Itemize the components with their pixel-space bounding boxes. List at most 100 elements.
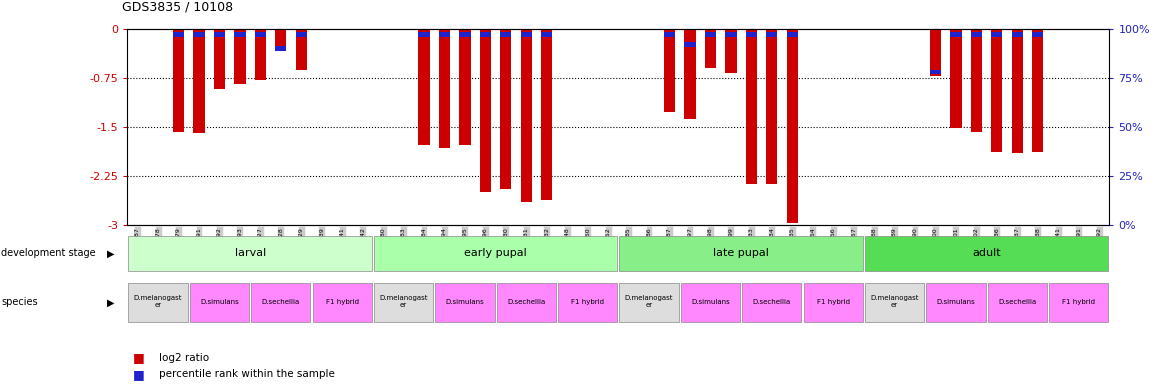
Bar	[991, 29, 1003, 152]
Bar	[439, 32, 450, 37]
Text: D.sechellia: D.sechellia	[507, 298, 545, 305]
Bar	[173, 29, 184, 132]
Bar	[129, 236, 372, 271]
Bar	[214, 32, 225, 37]
Bar	[255, 29, 266, 80]
Bar	[129, 283, 188, 322]
Text: D.melanogast
er: D.melanogast er	[871, 295, 918, 308]
Bar	[251, 283, 310, 322]
Text: D.melanogast
er: D.melanogast er	[380, 295, 427, 308]
Bar	[255, 32, 266, 37]
Bar	[460, 29, 470, 145]
Bar	[865, 283, 924, 322]
Text: larval: larval	[235, 248, 265, 258]
Bar	[951, 32, 961, 37]
Text: development stage: development stage	[1, 248, 96, 258]
Bar	[725, 29, 736, 73]
Text: percentile rank within the sample: percentile rank within the sample	[159, 369, 335, 379]
Text: log2 ratio: log2 ratio	[159, 353, 208, 363]
Bar	[479, 29, 491, 192]
Bar	[767, 32, 777, 37]
Bar	[804, 283, 863, 322]
Bar	[418, 32, 430, 37]
Bar	[521, 32, 532, 37]
Bar	[374, 283, 433, 322]
Text: D.sechellia: D.sechellia	[753, 298, 791, 305]
Bar	[991, 32, 1003, 37]
Bar	[865, 236, 1108, 271]
Text: ■: ■	[133, 368, 145, 381]
Bar	[173, 32, 184, 37]
Bar	[479, 32, 491, 37]
Bar	[786, 32, 798, 37]
Bar	[926, 283, 985, 322]
Bar	[742, 283, 801, 322]
Bar	[664, 29, 675, 113]
Bar	[276, 46, 286, 51]
Text: D.melanogast
er: D.melanogast er	[134, 295, 182, 308]
Bar	[435, 283, 494, 322]
Bar	[930, 70, 941, 74]
Bar	[500, 29, 512, 189]
Bar	[746, 29, 757, 184]
Text: D.simulans: D.simulans	[446, 298, 484, 305]
Bar	[234, 29, 245, 84]
Bar	[930, 29, 941, 76]
Bar	[1032, 32, 1043, 37]
Text: ■: ■	[133, 351, 145, 364]
Bar	[418, 29, 430, 145]
Bar	[970, 32, 982, 37]
Text: ▶: ▶	[107, 248, 113, 258]
Bar	[521, 29, 532, 202]
Bar	[460, 32, 470, 37]
Bar	[746, 32, 757, 37]
Bar	[970, 29, 982, 132]
Bar	[705, 32, 716, 37]
Bar	[1049, 283, 1108, 322]
Text: GDS3835 / 10108: GDS3835 / 10108	[122, 0, 233, 13]
Bar	[786, 29, 798, 223]
Text: adult: adult	[973, 248, 1001, 258]
Bar	[620, 236, 863, 271]
Bar	[541, 32, 552, 37]
Bar	[1012, 32, 1023, 37]
Bar	[497, 283, 556, 322]
Bar	[276, 29, 286, 50]
Text: D.simulans: D.simulans	[937, 298, 975, 305]
Text: D.sechellia: D.sechellia	[262, 298, 300, 305]
Bar	[193, 32, 205, 37]
Text: D.simulans: D.simulans	[691, 298, 730, 305]
Text: F1 hybrid: F1 hybrid	[1062, 298, 1095, 305]
Text: D.melanogast
er: D.melanogast er	[625, 295, 673, 308]
Bar	[1032, 29, 1043, 152]
Bar	[193, 29, 205, 133]
Bar	[541, 29, 552, 200]
Bar	[988, 283, 1047, 322]
Bar	[439, 29, 450, 147]
Bar	[767, 29, 777, 184]
Text: D.sechellia: D.sechellia	[998, 298, 1036, 305]
Bar	[374, 236, 617, 271]
Bar	[705, 29, 716, 68]
Text: F1 hybrid: F1 hybrid	[816, 298, 850, 305]
Text: D.simulans: D.simulans	[200, 298, 239, 305]
Bar	[684, 29, 696, 119]
Text: ▶: ▶	[107, 297, 113, 308]
Text: late pupal: late pupal	[713, 248, 769, 258]
Text: early pupal: early pupal	[464, 248, 527, 258]
Bar	[951, 29, 961, 128]
Text: F1 hybrid: F1 hybrid	[571, 298, 604, 305]
Bar	[234, 32, 245, 37]
Bar	[684, 42, 696, 47]
Bar	[1012, 29, 1023, 153]
Text: species: species	[1, 297, 38, 308]
Bar	[500, 32, 512, 37]
Bar	[664, 32, 675, 37]
Bar	[725, 32, 736, 37]
Bar	[214, 29, 225, 89]
Bar	[295, 29, 307, 70]
Bar	[190, 283, 249, 322]
Bar	[620, 283, 679, 322]
Text: F1 hybrid: F1 hybrid	[325, 298, 359, 305]
Bar	[681, 283, 740, 322]
